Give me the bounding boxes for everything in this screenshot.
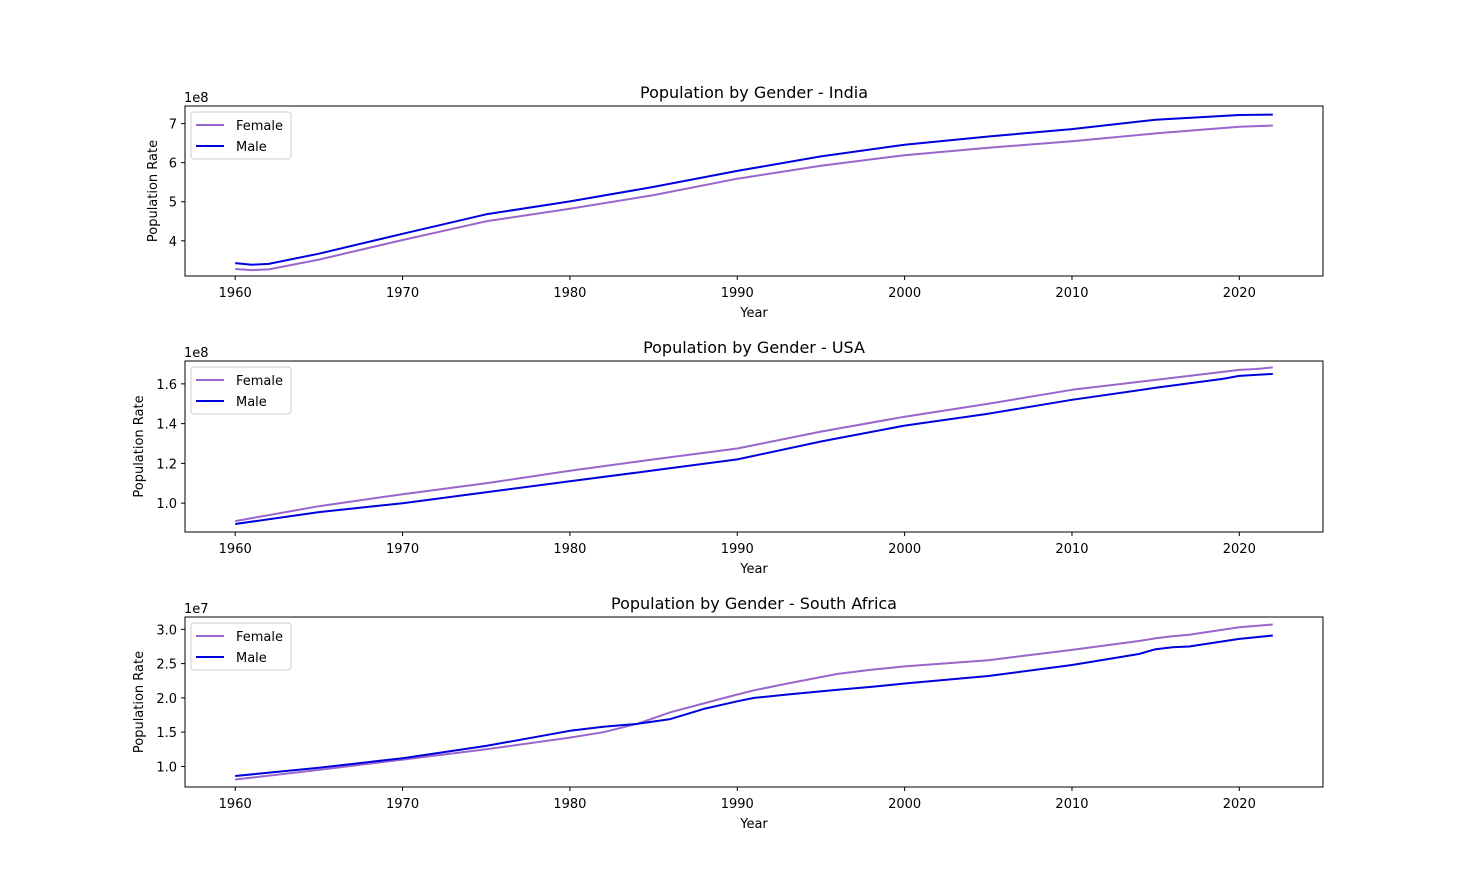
legend-label-female: Female: [236, 630, 283, 645]
axes-frame: [184, 105, 1324, 277]
x-tick-label: 2020: [1223, 797, 1256, 812]
y-tick-label: 1.5: [156, 726, 177, 741]
chart-panel-2: Population by Gender - USA 1960 1970 1980 19…: [132, 338, 1324, 577]
x-tick-label: 1990: [721, 797, 754, 812]
x-tick-label: 2000: [888, 286, 921, 301]
legend-label-female: Female: [236, 119, 283, 134]
y-tick-label: 6: [169, 157, 177, 172]
series-line-female: [235, 366, 1273, 523]
y-offset-label: 1e8: [184, 346, 209, 361]
x-tick-label: 1990: [721, 286, 754, 301]
y-axis-label: Population Rate: [132, 395, 147, 497]
x-tick-label: 1960: [219, 797, 252, 812]
x-tick-label: 2020: [1223, 542, 1256, 557]
legend-label-male: Male: [236, 140, 267, 155]
x-tick-label: 1970: [386, 286, 419, 301]
y-tick-label: 1.0: [156, 760, 177, 775]
y-tick-label: 1.0: [156, 497, 177, 512]
x-tick-label: 1980: [553, 542, 586, 557]
x-axis-label: Year: [739, 817, 768, 832]
legend-label-male: Male: [236, 395, 267, 410]
axes-frame: [184, 360, 1324, 533]
x-tick-label: 2000: [888, 542, 921, 557]
y-tick-label: 4: [169, 235, 177, 250]
x-tick-label: 2010: [1055, 797, 1088, 812]
series-line-male: [235, 113, 1273, 266]
legend-label-female: Female: [236, 374, 283, 389]
legend-box: [190, 366, 292, 415]
legend: Female Male: [190, 111, 292, 160]
series-line-male: [235, 634, 1273, 777]
y-tick-label: 3.0: [156, 623, 177, 638]
legend-label-male: Male: [236, 651, 267, 666]
legend-box: [190, 622, 292, 671]
x-tick-label: 2010: [1055, 286, 1088, 301]
y-axis-label: Population Rate: [132, 651, 147, 753]
x-tick-label: 1980: [553, 286, 586, 301]
x-axis-label: Year: [739, 562, 768, 577]
x-axis-label: Year: [739, 306, 768, 321]
chart-title: Population by Gender - USA: [643, 338, 865, 357]
series-line-female: [235, 124, 1273, 272]
legend: Female Male: [190, 622, 292, 671]
x-tick-label: 2020: [1223, 286, 1256, 301]
series-line-male: [235, 372, 1273, 525]
x-tick-label: 1970: [386, 797, 419, 812]
axes-frame: [184, 616, 1324, 788]
y-axis-label: Population Rate: [146, 140, 161, 242]
y-offset-label: 1e8: [184, 91, 209, 106]
y-tick-label: 1.6: [156, 378, 177, 393]
y-offset-label: 1e7: [184, 602, 209, 617]
chart-title: Population by Gender - South Africa: [611, 594, 897, 613]
y-tick-label: 2.0: [156, 692, 177, 707]
chart-panel-3: Population by Gender - South Africa 1960 1…: [132, 594, 1324, 832]
y-tick-label: 1.2: [156, 457, 177, 472]
x-tick-label: 1980: [553, 797, 586, 812]
chart-title: Population by Gender - India: [640, 83, 868, 102]
series-line-female: [235, 623, 1273, 781]
x-tick-label: 1970: [386, 542, 419, 557]
chart-panel-1: Population by Gender - India 1960 1970 1980…: [146, 83, 1324, 321]
legend-box: [190, 111, 292, 160]
x-tick-label: 1960: [219, 286, 252, 301]
y-tick-label: 1.4: [156, 418, 177, 433]
x-tick-label: 1960: [219, 542, 252, 557]
legend: Female Male: [190, 366, 292, 415]
x-tick-label: 2000: [888, 797, 921, 812]
y-tick-label: 2.5: [156, 658, 177, 673]
x-tick-label: 1990: [721, 542, 754, 557]
y-tick-label: 5: [169, 196, 177, 211]
y-tick-label: 7: [169, 118, 177, 133]
x-tick-label: 2010: [1055, 542, 1088, 557]
